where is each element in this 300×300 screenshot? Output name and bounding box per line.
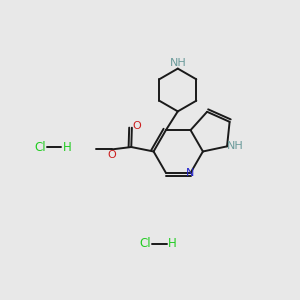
Text: H: H — [62, 140, 71, 154]
Text: NH: NH — [227, 141, 244, 152]
Text: Cl: Cl — [140, 237, 152, 250]
Text: NH: NH — [169, 58, 186, 68]
Text: H: H — [168, 237, 177, 250]
Text: O: O — [133, 121, 142, 131]
Text: N: N — [185, 168, 194, 178]
Text: Cl: Cl — [34, 140, 46, 154]
Text: O: O — [108, 150, 116, 160]
